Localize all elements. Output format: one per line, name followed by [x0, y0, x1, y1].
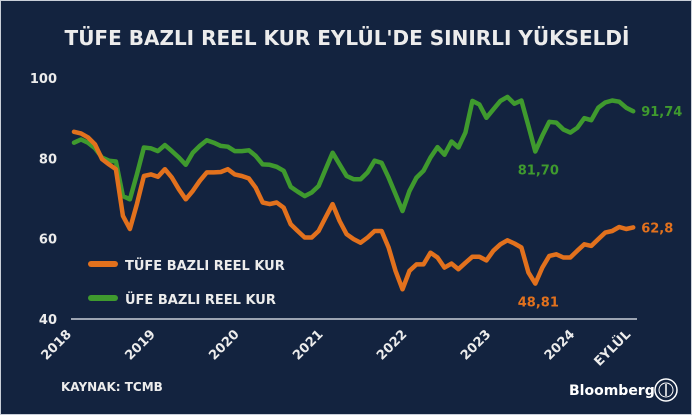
x-tick-label: 2024 [542, 327, 578, 363]
bloomberg-brand: Bloomberg [569, 383, 655, 399]
x-tick-label: 2022 [374, 327, 410, 363]
y-tick-label: 60 [39, 233, 57, 248]
series-line-ufe [71, 94, 636, 214]
x-tick-label: EYLÜL [591, 327, 634, 370]
ht-logo-icon [654, 378, 678, 402]
legend-label-tufe: TÜFE BAZLI REEL KUR [125, 258, 285, 274]
legend: TÜFE BAZLI REEL KUR ÜFE BAZLI REEL KUR [88, 258, 285, 308]
legend-label-ufe: ÜFE BAZLI REEL KUR [125, 292, 276, 308]
data-label: 91,74 [641, 105, 682, 120]
data-label: 81,70 [518, 164, 559, 179]
y-tick-label: 40 [39, 313, 57, 328]
x-tick-label: 2018 [39, 327, 75, 363]
data-label: 48,81 [518, 296, 559, 311]
chart-title: TÜFE BAZLI REEL KUR EYLÜL'DE SINIRLI YÜK… [65, 26, 630, 50]
data-label: 62,8 [641, 221, 673, 236]
x-tick-label: 2021 [290, 327, 326, 363]
y-tick-label: 100 [30, 72, 57, 87]
x-tick-label: 2020 [206, 327, 242, 363]
series-line-tufe [71, 129, 636, 292]
x-tick-label: 2023 [458, 327, 494, 363]
y-tick-label: 80 [39, 152, 57, 167]
source-note: KAYNAK: TCMB [61, 380, 163, 394]
x-tick-label: 2019 [123, 327, 159, 363]
